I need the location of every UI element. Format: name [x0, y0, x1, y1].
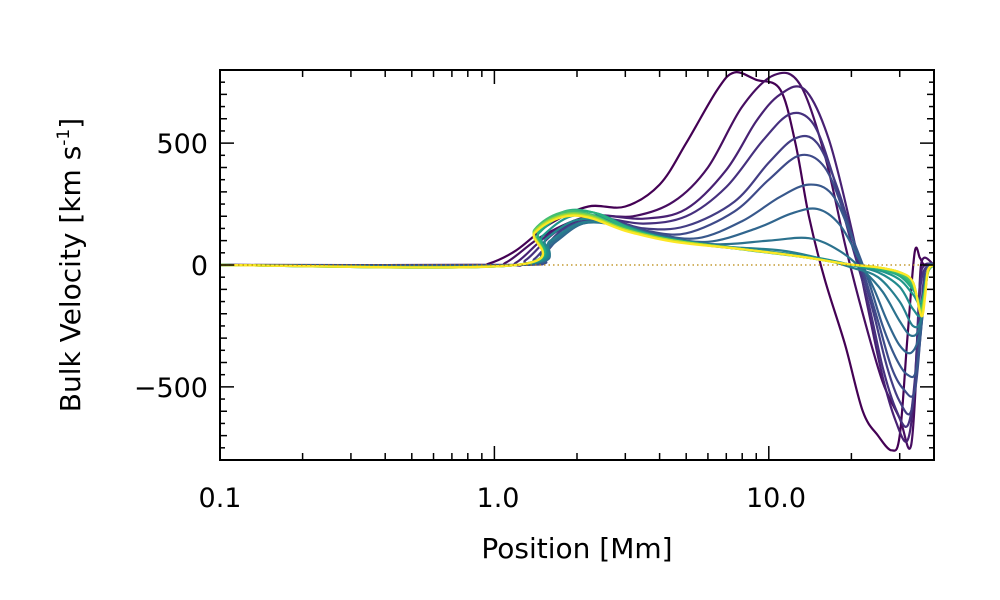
series-line-t3	[220, 85, 934, 443]
y-axis-label-close: ]	[54, 118, 87, 129]
y-axis-label-superscript: -1	[54, 129, 74, 146]
tick-marks	[219, 70, 935, 460]
series-line-t4	[220, 111, 934, 428]
x-tick-label: 1.0	[477, 483, 520, 514]
series-line-t2	[220, 71, 934, 450]
series-line-t9	[220, 221, 934, 338]
x-tick-label: 0.1	[199, 483, 242, 514]
y-tick-label: −500	[134, 373, 208, 404]
series-line-t6	[220, 153, 934, 398]
series-line-t10	[220, 220, 934, 329]
series-layer	[220, 71, 934, 452]
x-axis-label: Position [Mm]	[481, 532, 672, 565]
y-axis-label: Bulk Velocity [km s-1]	[54, 118, 87, 412]
x-tick-label: 10.0	[746, 483, 806, 514]
series-line-t8	[220, 207, 934, 355]
y-tick-label: 0	[191, 251, 208, 282]
series-line-t5	[220, 134, 934, 416]
y-tick-label: 500	[156, 129, 208, 160]
series-line-t18	[220, 214, 934, 318]
y-axis-label-main: Bulk Velocity [km s	[54, 146, 87, 413]
series-line-t16	[220, 212, 934, 313]
